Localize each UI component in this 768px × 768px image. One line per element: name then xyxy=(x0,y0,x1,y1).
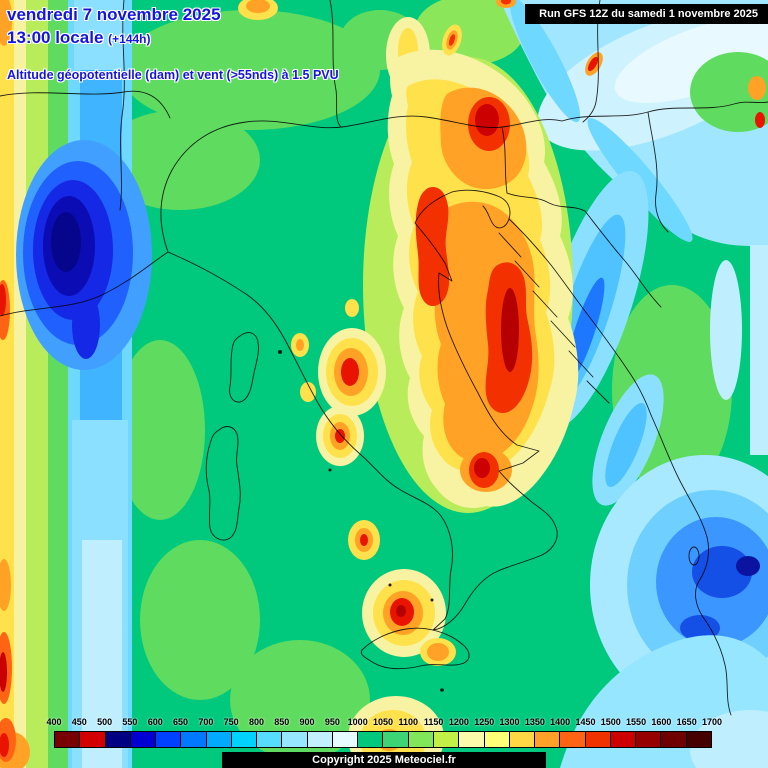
colorbar-cell xyxy=(332,732,359,747)
colorbar-label: 1450 xyxy=(575,717,596,727)
colorbar-label: 1150 xyxy=(423,717,444,727)
coastlines-borders xyxy=(0,0,768,716)
colorbar-cell xyxy=(383,732,409,747)
colorbar-label: 1300 xyxy=(499,717,520,727)
colorbar-label: 850 xyxy=(274,717,290,727)
colorbar-cell xyxy=(80,732,106,747)
colorbar-label: 1550 xyxy=(626,717,647,727)
colorbar-cell xyxy=(636,732,662,747)
colorbar-label: 600 xyxy=(147,717,163,727)
time-offset-text: (+144h) xyxy=(108,32,151,46)
colorbar-label: 700 xyxy=(198,717,214,727)
colorbar-cell xyxy=(484,732,510,747)
colorbar-label: 500 xyxy=(97,717,113,727)
colorbar-label: 1400 xyxy=(550,717,571,727)
colorbar-cell xyxy=(206,732,232,747)
colorbar-cell xyxy=(433,732,460,747)
colorbar-cell xyxy=(130,732,157,747)
colorbar-cell xyxy=(55,732,81,747)
colorbar-label: 1500 xyxy=(600,717,621,727)
colorbar-cell xyxy=(181,732,207,747)
copyright-text: Copyright 2025 Meteociel.fr xyxy=(312,754,456,766)
copyright-bar: Copyright 2025 Meteociel.fr xyxy=(222,752,546,768)
colorbar-cell xyxy=(307,732,333,747)
colorbar-label: 1100 xyxy=(398,717,419,727)
colorbar-label: 1350 xyxy=(524,717,545,727)
colorbar-label: 1050 xyxy=(372,717,394,727)
colorbar-cell xyxy=(661,732,687,747)
date-text: vendredi 7 novembre 2025 xyxy=(7,5,221,24)
colorbar-cell xyxy=(585,732,611,747)
colorbar-cells xyxy=(54,731,712,748)
colorbar-cell xyxy=(408,732,434,747)
colorbar-label: 550 xyxy=(122,717,138,727)
time-locale-text: 13:00 locale xyxy=(7,28,104,47)
colorbar-label: 450 xyxy=(71,717,87,727)
variable-text: Altitude géopotentielle (dam) et vent (>… xyxy=(7,68,339,82)
colorbar-cell xyxy=(535,732,561,747)
colorbar-cell xyxy=(257,732,283,747)
colorbar-label: 950 xyxy=(324,717,340,727)
colorbar-cell xyxy=(282,732,308,747)
colorbar-cell xyxy=(105,732,131,747)
run-info-box: Run GFS 12Z du samedi 1 novembre 2025 xyxy=(525,4,768,24)
colorbar-cell xyxy=(358,732,384,747)
colorbar-label: 900 xyxy=(299,717,315,727)
colorbar-cell xyxy=(156,732,182,747)
colorbar-cell xyxy=(686,732,711,747)
colorbar-labels: 400 450 500 550 600 650 700 750 800 850 900 950 1000… xyxy=(46,717,722,729)
colorbar-label: 1000 xyxy=(347,717,368,727)
colorbar-cell xyxy=(231,732,258,747)
colorbar-label: 1650 xyxy=(676,717,697,727)
colorbar-label: 1200 xyxy=(448,717,469,727)
colorbar-cell xyxy=(610,732,637,747)
time-text: 13:00 locale (+144h) xyxy=(7,28,151,48)
colorbar-cell xyxy=(560,732,586,747)
colorbar-cell xyxy=(509,732,536,747)
colorbar-cell xyxy=(459,732,485,747)
colorbar-label: 1700 xyxy=(701,717,723,727)
colorbar-label: 1600 xyxy=(651,717,672,727)
colorbar-label: 1250 xyxy=(474,717,495,727)
colorbar-label: 800 xyxy=(248,717,264,727)
colorbar-label: 650 xyxy=(173,717,189,727)
colorbar-label: 750 xyxy=(223,717,239,727)
colorbar: 400 450 500 550 600 650 700 750 800 850 900 950 1000… xyxy=(46,717,722,748)
colorbar-label: 400 xyxy=(46,717,62,727)
